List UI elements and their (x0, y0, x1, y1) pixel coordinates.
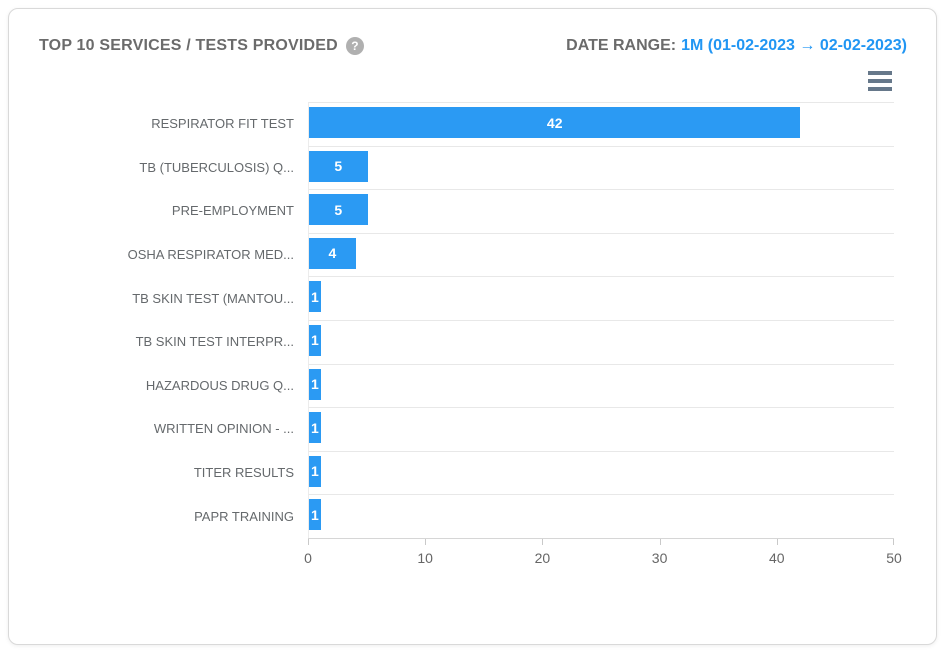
x-axis-row: 0 10 20 30 40 50 (9, 537, 936, 572)
category-label: PAPR TRAINING (194, 508, 294, 524)
bar[interactable]: 1 (309, 324, 321, 356)
category-label: TB SKIN TEST INTERPR... (135, 334, 294, 350)
plot-cell: 4 (308, 232, 894, 277)
x-axis-tick-label: 0 (304, 549, 312, 566)
category-label: OSHA RESPIRATOR MED... (127, 247, 294, 263)
plot-cell: 1 (308, 494, 894, 538)
bar[interactable]: 42 (309, 107, 801, 138)
bar-value-label: 1 (310, 419, 319, 436)
bar[interactable]: 1 (309, 368, 321, 400)
menu-row (9, 69, 936, 93)
card-header: TOP 10 SERVICES / TESTS PROVIDED ? DATE … (9, 9, 936, 55)
plot-cell: 42 (308, 102, 894, 146)
bar-value-label: 4 (328, 245, 337, 262)
date-range: DATE RANGE: 1M (01-02-2023 → 02-02-2023) (566, 37, 907, 55)
x-axis-tick (308, 538, 309, 545)
chart-row: HAZARDOUS DRUG Q... 1 (9, 363, 936, 408)
bar[interactable]: 1 (309, 499, 321, 531)
plot-cell: 5 (308, 189, 894, 233)
chart-row: PAPR TRAINING 1 (9, 494, 936, 538)
bar-value-label: 1 (310, 506, 319, 523)
bar-value-label: 5 (334, 201, 343, 218)
chart-card: TOP 10 SERVICES / TESTS PROVIDED ? DATE … (8, 8, 937, 645)
bar-value-label: 1 (310, 463, 319, 480)
chart-row: WRITTEN OPINION - ... 1 (9, 407, 936, 451)
chart-rows: RESPIRATOR FIT TEST 42 TB (TUBERCULOSIS) Q… (9, 102, 936, 538)
hamburger-menu-icon[interactable] (868, 69, 892, 93)
bar[interactable]: 1 (309, 281, 321, 313)
bar-value-label: 5 (334, 158, 343, 175)
x-axis-tick-label: 20 (534, 549, 551, 566)
title-wrap: TOP 10 SERVICES / TESTS PROVIDED ? (39, 37, 364, 55)
bar-value-label: 1 (310, 332, 319, 349)
x-axis: 0 10 20 30 40 50 (304, 537, 902, 572)
plot-cell: 1 (308, 319, 894, 364)
x-axis-tick-label: 10 (417, 549, 433, 566)
category-label: RESPIRATOR FIT TEST (151, 116, 294, 132)
bar-value-label: 1 (310, 288, 319, 305)
category-label: TITER RESULTS (193, 465, 294, 481)
chart-row: RESPIRATOR FIT TEST 42 (9, 102, 936, 146)
chart-row: TITER RESULTS 1 (9, 450, 936, 495)
x-axis-tick-label: 40 (769, 549, 785, 566)
x-axis-tick-label: 30 (651, 549, 668, 566)
category-label: TB (TUBERCULOSIS) Q... (139, 159, 294, 175)
plot-cell: 1 (308, 276, 894, 320)
bar[interactable]: 5 (309, 194, 368, 226)
x-axis-tick (776, 538, 778, 545)
x-axis-tick (425, 538, 427, 545)
category-label: WRITTEN OPINION - ... (153, 421, 294, 437)
date-range-value: 1M (01-02-2023 → 02-02-2023) (681, 37, 907, 54)
chart-row: OSHA RESPIRATOR MED... 4 (9, 232, 936, 277)
x-axis-tick (659, 538, 661, 545)
date-range-label: DATE RANGE: (566, 37, 677, 54)
category-label: PRE-EMPLOYMENT (171, 203, 294, 219)
plot-cell: 1 (308, 407, 894, 451)
bar[interactable]: 4 (309, 237, 356, 269)
chart-row: TB SKIN TEST INTERPR... 1 (9, 319, 936, 364)
chart-title: TOP 10 SERVICES / TESTS PROVIDED (39, 37, 338, 54)
bar-chart: RESPIRATOR FIT TEST 42 TB (TUBERCULOSIS) Q… (9, 102, 936, 572)
chart-row: TB (TUBERCULOSIS) Q... 5 (9, 145, 936, 190)
plot-cell: 1 (308, 450, 894, 495)
x-axis-tick (542, 538, 544, 545)
bar-value-label: 42 (546, 114, 563, 131)
bar[interactable]: 5 (309, 150, 368, 182)
x-axis-tick-label: 50 (886, 549, 902, 566)
x-axis-tick (893, 538, 894, 545)
chart-row: PRE-EMPLOYMENT 5 (9, 189, 936, 233)
plot-cell: 5 (308, 145, 894, 190)
plot-cell: 1 (308, 363, 894, 408)
axis-spacer (9, 538, 308, 572)
bar[interactable]: 1 (309, 412, 321, 444)
chart-row: TB SKIN TEST (MANTOU... 1 (9, 276, 936, 320)
help-icon[interactable]: ? (345, 37, 364, 55)
bar-value-label: 1 (310, 376, 319, 393)
category-label: TB SKIN TEST (MANTOU... (132, 290, 294, 306)
bar[interactable]: 1 (309, 455, 321, 487)
category-label: HAZARDOUS DRUG Q... (145, 377, 294, 393)
